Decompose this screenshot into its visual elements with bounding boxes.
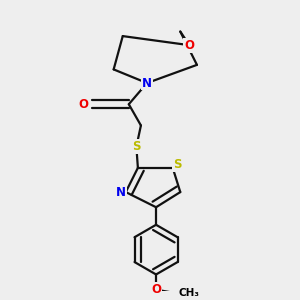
Text: CH₃: CH₃ (179, 288, 200, 298)
Text: S: S (173, 158, 182, 171)
Text: O: O (184, 39, 194, 52)
Text: N: N (116, 186, 126, 199)
Text: S: S (132, 140, 141, 153)
Text: O: O (78, 98, 88, 111)
Text: N: N (142, 76, 152, 89)
Text: O: O (151, 283, 161, 296)
